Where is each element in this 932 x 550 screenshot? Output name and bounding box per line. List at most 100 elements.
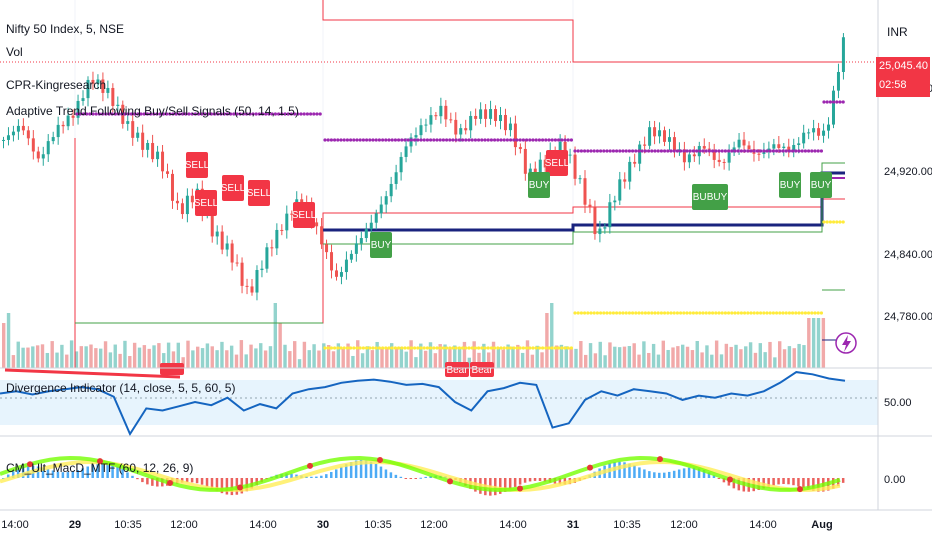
trend-dot bbox=[832, 220, 836, 224]
trend-dot bbox=[550, 346, 554, 350]
trend-dot bbox=[553, 138, 558, 142]
signal-box bbox=[293, 202, 315, 228]
signal-box bbox=[370, 232, 392, 258]
trend-dot bbox=[441, 346, 445, 350]
trend-dot bbox=[631, 149, 635, 153]
trend-dot bbox=[781, 149, 785, 153]
volume-bar bbox=[773, 357, 777, 368]
macd-bar bbox=[36, 466, 40, 478]
volume-bar bbox=[792, 348, 796, 368]
macd-bar bbox=[6, 474, 10, 478]
volume-bar bbox=[423, 350, 428, 368]
trend-dot bbox=[787, 149, 792, 153]
price-candles[interactable] bbox=[2, 33, 845, 301]
trend-dot bbox=[286, 112, 290, 116]
volume-bar bbox=[365, 346, 370, 368]
trend-dot bbox=[675, 311, 680, 315]
currency-label[interactable]: INR bbox=[887, 25, 908, 39]
macd-bar bbox=[325, 474, 328, 478]
candle-body bbox=[459, 128, 463, 135]
trend-dot bbox=[663, 149, 667, 153]
macd-legend[interactable]: CM_Ult_MacD_MTF (60, 12, 26, 9) bbox=[6, 461, 194, 475]
macd-bar bbox=[220, 478, 224, 494]
signal-label: BUY bbox=[693, 192, 714, 203]
candle-body bbox=[742, 139, 746, 146]
volume-bar bbox=[695, 340, 699, 368]
trend-dot bbox=[618, 149, 622, 153]
candle-body bbox=[643, 144, 647, 146]
trend-dot bbox=[711, 149, 715, 153]
candle-body bbox=[618, 179, 622, 201]
cpr-legend[interactable]: CPR-Kingresearch bbox=[6, 78, 107, 92]
macd-bar bbox=[151, 478, 154, 486]
volume-bar bbox=[443, 344, 447, 368]
trend-dot bbox=[621, 149, 625, 153]
candle-body bbox=[146, 142, 150, 150]
trend-dot bbox=[397, 346, 401, 350]
candle-body bbox=[31, 138, 35, 152]
symbol-legend[interactable]: Nifty 50 Index, 5, NSE bbox=[6, 22, 125, 36]
volume-bar bbox=[356, 340, 360, 368]
trend-dot bbox=[666, 311, 670, 315]
trend-dot bbox=[225, 112, 229, 116]
resistance-line bbox=[322, 0, 845, 63]
candle-body bbox=[21, 125, 25, 131]
trend-dot bbox=[413, 138, 417, 142]
trend-dot bbox=[557, 346, 561, 350]
candle-body bbox=[106, 87, 110, 93]
trend-dot bbox=[640, 149, 644, 153]
macd-bar bbox=[772, 478, 775, 486]
trend-dot bbox=[374, 138, 378, 142]
trend-dot bbox=[797, 149, 801, 153]
buy-signal: BUY bbox=[779, 172, 801, 198]
divergence-legend[interactable]: Divergence Indicator (14, close, 5, 5, 6… bbox=[6, 381, 236, 395]
candle-body bbox=[96, 79, 100, 84]
candle-body bbox=[528, 168, 532, 174]
trend-dot bbox=[509, 138, 513, 142]
trend-dot bbox=[349, 346, 353, 350]
volume-bar bbox=[26, 347, 30, 368]
macd-bar bbox=[717, 478, 721, 479]
trend-dot bbox=[261, 112, 265, 116]
lightning-icon[interactable] bbox=[835, 332, 857, 354]
macd-bar bbox=[658, 472, 661, 478]
trend-dot bbox=[254, 112, 258, 116]
macd-bar bbox=[623, 462, 626, 478]
vol-legend[interactable]: Vol bbox=[6, 45, 23, 59]
trend-dot bbox=[193, 112, 197, 116]
candle-body bbox=[479, 109, 483, 119]
candle-body bbox=[513, 123, 517, 148]
trend-dot bbox=[470, 138, 474, 142]
trend-dot bbox=[841, 100, 845, 104]
candle-body bbox=[613, 200, 617, 203]
trend-dot bbox=[825, 220, 829, 224]
candle-body bbox=[170, 173, 174, 201]
volume-bar bbox=[21, 347, 25, 368]
trend-dot bbox=[743, 149, 747, 153]
volume-bar bbox=[128, 356, 132, 368]
trend-dot bbox=[723, 149, 728, 153]
trend-dot bbox=[187, 112, 191, 116]
macd-bar bbox=[81, 468, 85, 478]
candle-body bbox=[2, 139, 5, 141]
trend-dot bbox=[336, 346, 340, 350]
volume-bar bbox=[331, 351, 336, 368]
candle-body bbox=[349, 253, 353, 260]
y-tick-label: 24,780.00 bbox=[884, 311, 932, 323]
y-tick-label: 50.00 bbox=[884, 397, 912, 409]
trend-dot bbox=[309, 112, 313, 116]
adaptive-legend[interactable]: Adaptive Trend Following Buy/Sell Signal… bbox=[6, 104, 299, 118]
macd-bar bbox=[11, 471, 15, 478]
volume-bar bbox=[753, 352, 758, 368]
trend-dot bbox=[727, 149, 731, 153]
volume-bar bbox=[249, 344, 253, 368]
trend-dot bbox=[778, 149, 782, 153]
macd-bar bbox=[205, 478, 209, 487]
macd-bar bbox=[334, 469, 338, 478]
candle-body bbox=[270, 247, 274, 249]
volume-bar bbox=[453, 345, 457, 368]
trend-dot bbox=[727, 311, 731, 315]
macd-bar bbox=[628, 463, 631, 478]
volume-bar bbox=[210, 346, 214, 368]
